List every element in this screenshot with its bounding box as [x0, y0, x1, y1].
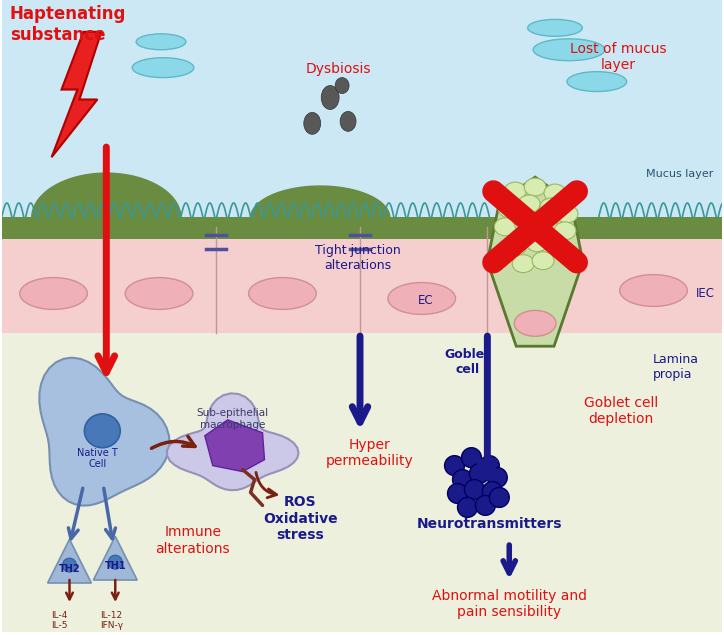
- Text: Immune
alterations: Immune alterations: [156, 525, 230, 556]
- Polygon shape: [93, 537, 137, 580]
- Ellipse shape: [335, 77, 349, 93]
- Ellipse shape: [248, 277, 316, 309]
- Text: Abnormal motility and
pain sensibility: Abnormal motility and pain sensibility: [432, 589, 586, 619]
- Text: TH1: TH1: [104, 561, 126, 571]
- Polygon shape: [2, 227, 722, 333]
- Ellipse shape: [20, 277, 88, 309]
- Ellipse shape: [556, 205, 578, 223]
- Polygon shape: [2, 217, 722, 239]
- Ellipse shape: [304, 112, 321, 135]
- Text: Goblet
cell: Goblet cell: [445, 348, 491, 376]
- Circle shape: [445, 456, 465, 476]
- Polygon shape: [2, 0, 722, 316]
- Text: Lost of mucus
layer: Lost of mucus layer: [571, 42, 667, 72]
- Text: Mucus layer: Mucus layer: [646, 169, 713, 179]
- Ellipse shape: [546, 237, 568, 256]
- Circle shape: [487, 467, 508, 488]
- Polygon shape: [2, 316, 722, 632]
- Ellipse shape: [85, 414, 120, 448]
- Ellipse shape: [498, 200, 520, 218]
- Circle shape: [476, 495, 495, 516]
- Circle shape: [461, 448, 481, 467]
- Ellipse shape: [514, 311, 556, 337]
- Text: IL-12
IFN-γ: IL-12 IFN-γ: [100, 611, 123, 631]
- Ellipse shape: [540, 198, 562, 216]
- Text: Neurotransmitters: Neurotransmitters: [416, 518, 562, 531]
- Ellipse shape: [62, 558, 77, 572]
- Polygon shape: [39, 358, 169, 505]
- Circle shape: [452, 470, 473, 490]
- Circle shape: [465, 479, 484, 500]
- Ellipse shape: [554, 222, 576, 240]
- Circle shape: [479, 456, 500, 476]
- Text: Native T
Cell: Native T Cell: [77, 448, 118, 469]
- Ellipse shape: [109, 555, 122, 569]
- Ellipse shape: [340, 111, 356, 131]
- Ellipse shape: [567, 72, 627, 91]
- Ellipse shape: [532, 251, 554, 270]
- Circle shape: [469, 464, 489, 483]
- Text: Hyper
permeability: Hyper permeability: [326, 438, 414, 468]
- Text: Haptenating
substance: Haptenating substance: [10, 5, 126, 44]
- Circle shape: [458, 497, 477, 518]
- Text: Lamina
propia: Lamina propia: [652, 353, 699, 381]
- Ellipse shape: [544, 184, 566, 202]
- Ellipse shape: [125, 277, 193, 309]
- Ellipse shape: [505, 182, 526, 200]
- Polygon shape: [488, 177, 583, 346]
- Ellipse shape: [505, 237, 526, 256]
- Text: ROS
Oxidative
stress: ROS Oxidative stress: [263, 495, 337, 542]
- Ellipse shape: [136, 34, 186, 50]
- Text: IEC: IEC: [696, 287, 715, 300]
- Text: TH2: TH2: [59, 564, 80, 574]
- Text: Dysbiosis: Dysbiosis: [306, 62, 371, 76]
- Ellipse shape: [524, 178, 546, 196]
- Ellipse shape: [528, 20, 582, 36]
- Ellipse shape: [536, 218, 558, 236]
- Text: Goblet cell
depletion: Goblet cell depletion: [584, 396, 658, 426]
- Text: EC: EC: [418, 294, 434, 307]
- Polygon shape: [48, 539, 91, 583]
- Ellipse shape: [132, 58, 194, 77]
- Circle shape: [447, 483, 468, 504]
- Polygon shape: [32, 173, 181, 218]
- Polygon shape: [251, 186, 390, 218]
- Ellipse shape: [513, 255, 534, 272]
- Circle shape: [482, 481, 502, 502]
- Ellipse shape: [321, 86, 339, 109]
- Polygon shape: [167, 393, 298, 490]
- Ellipse shape: [514, 214, 536, 232]
- Text: Tight junction
alterations: Tight junction alterations: [315, 244, 401, 272]
- Ellipse shape: [388, 283, 455, 314]
- Polygon shape: [205, 420, 264, 472]
- Ellipse shape: [526, 234, 548, 251]
- Text: Sub-epithelial
macrophage: Sub-epithelial macrophage: [197, 408, 269, 429]
- Ellipse shape: [620, 274, 687, 307]
- Ellipse shape: [533, 39, 605, 61]
- Ellipse shape: [494, 218, 516, 236]
- Polygon shape: [51, 32, 101, 157]
- Circle shape: [489, 488, 509, 507]
- Ellipse shape: [518, 195, 540, 213]
- Text: IL-4
IL-5: IL-4 IL-5: [51, 611, 68, 631]
